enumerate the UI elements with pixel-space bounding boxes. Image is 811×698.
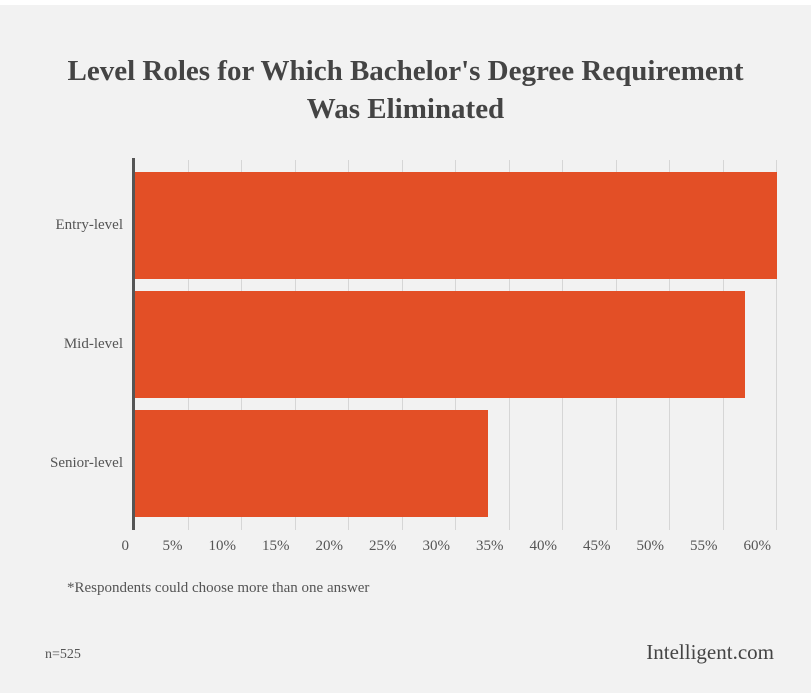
x-tick-label: 50% xyxy=(636,538,665,554)
chart-title-line-1: Level Roles for Which Bachelor's Degree … xyxy=(67,55,744,87)
x-tick-label: 35% xyxy=(476,538,504,554)
chart-title: Level Roles for Which Bachelor's Degree … xyxy=(0,52,811,128)
x-tick-label: 20% xyxy=(315,538,344,554)
sample-size: n=525 xyxy=(45,647,81,662)
x-tick-label: 45% xyxy=(583,538,611,554)
category-label-mid-level: Mid-level xyxy=(63,336,123,352)
bar-senior-level xyxy=(135,410,489,517)
x-tick-label: 25% xyxy=(369,538,397,554)
x-tick-label: 55% xyxy=(690,538,718,554)
x-tick-label: 30% xyxy=(422,538,451,554)
footnote: *Respondents could choose more than one … xyxy=(67,580,370,596)
x-tick-label: 60% xyxy=(743,538,772,554)
x-tick-label: 40% xyxy=(529,538,558,554)
x-tick-label: 5% xyxy=(162,538,183,554)
category-label-entry-level: Entry-level xyxy=(55,217,123,233)
bar-entry-level xyxy=(135,172,777,279)
chart-title-line-2: Was Eliminated xyxy=(306,93,505,125)
x-tick-label: 15% xyxy=(262,538,290,554)
x-tick-label: 0 xyxy=(121,538,130,554)
brand-label: Intelligent.com xyxy=(646,640,774,664)
bar-mid-level xyxy=(135,291,745,398)
gridline xyxy=(776,160,777,530)
category-label-senior-level: Senior-level xyxy=(49,455,123,471)
y-axis-line xyxy=(132,158,135,530)
x-tick-label: 10% xyxy=(208,538,237,554)
